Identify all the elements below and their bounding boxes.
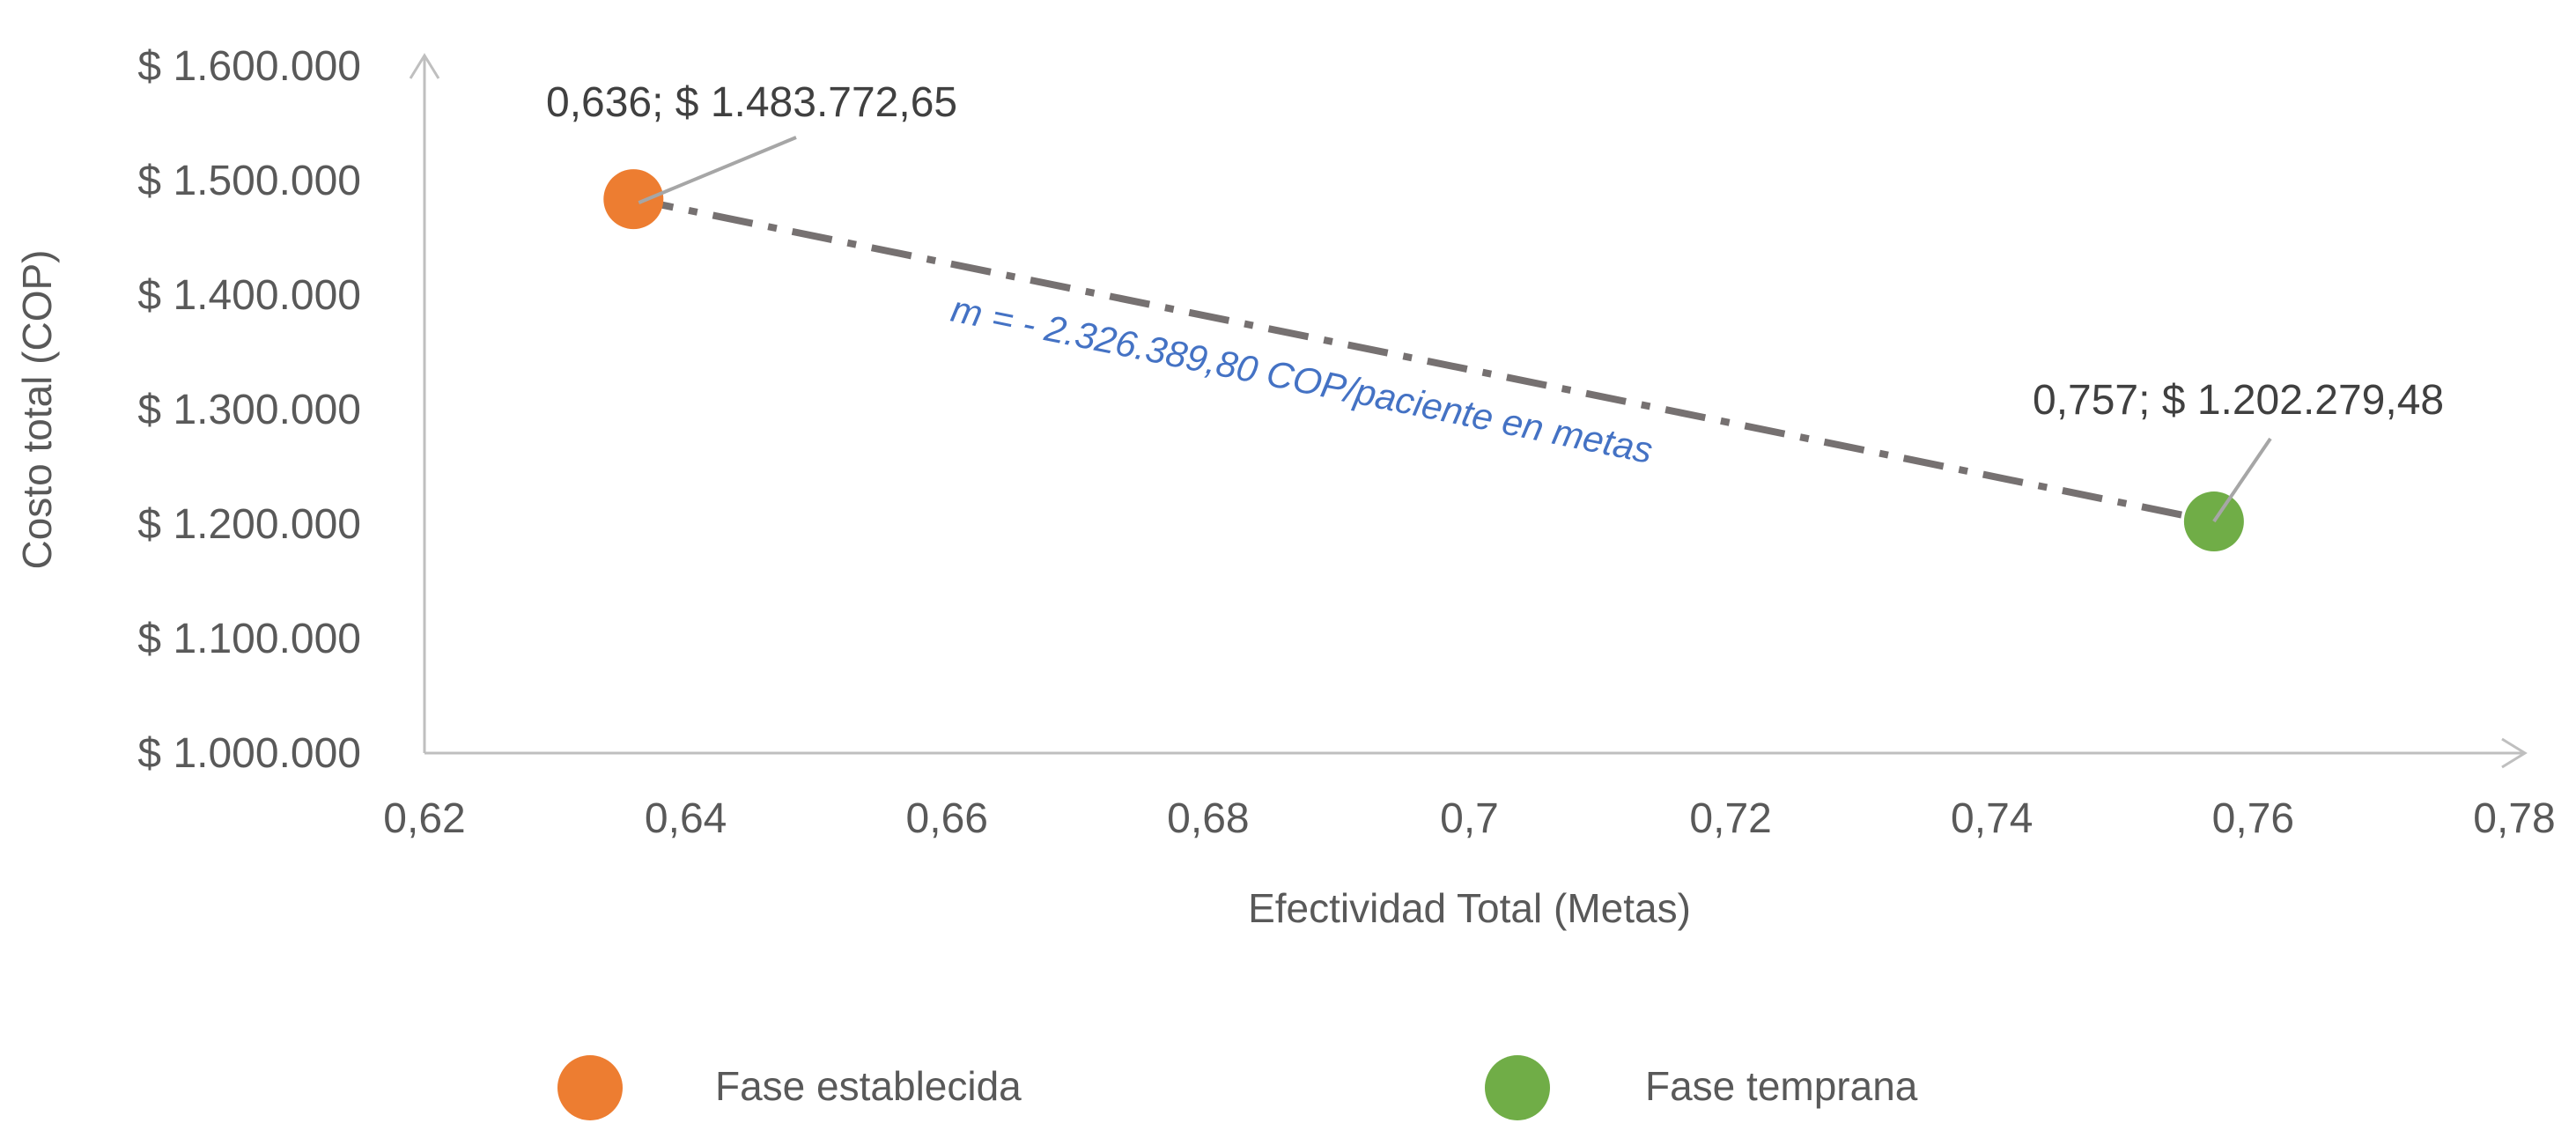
y-tick-label: $ 1.300.000	[137, 387, 361, 433]
legend-label: Fase establecida	[715, 1063, 1022, 1109]
y-tick-label: $ 1.200.000	[137, 501, 361, 548]
x-tick-label: 0,72	[1689, 795, 1771, 842]
leader-line	[2212, 437, 2272, 523]
connector-layer	[632, 196, 2215, 525]
y-tick-label: $ 1.000.000	[137, 730, 361, 777]
x-tick-label: 0,76	[2212, 795, 2294, 842]
y-tick-label: $ 1.600.000	[137, 43, 361, 90]
y-tick-label: $ 1.400.000	[137, 272, 361, 319]
y-axis-arrow	[409, 53, 440, 79]
data-point	[603, 169, 664, 230]
data-label: 0,636; $ 1.483.772,65	[546, 79, 957, 126]
x-axis-title: Efectividad Total (Metas)	[1248, 885, 1691, 931]
connector-line	[632, 196, 2215, 525]
legend-marker	[557, 1055, 623, 1120]
x-tick-label: 0,62	[383, 795, 465, 842]
legend-label: Fase temprana	[1645, 1063, 1918, 1109]
x-tick-label: 0,78	[2473, 795, 2555, 842]
points-layer	[603, 169, 2244, 552]
x-tick-label: 0,7	[1440, 795, 1499, 842]
x-tick-label: 0,68	[1167, 795, 1249, 842]
slope-annotation: m = - 2.326.389,80 COP/paciente en metas	[948, 288, 1656, 471]
data-labels: 0,636; $ 1.483.772,65 0,757; $ 1.202.279,…	[546, 79, 2444, 523]
tick-labels: 0,62 0,64 0,66 0,68 0,7 0,72 0,74 0,76 0,78 $ 1.0…	[137, 43, 2555, 842]
slope-annotation-layer: m = - 2.326.389,80 COP/paciente en metas	[948, 288, 1656, 471]
x-tick-label: 0,74	[1951, 795, 2033, 842]
axes	[409, 53, 2528, 769]
y-axis-title: Costo total (COP)	[14, 250, 60, 570]
leader-line	[638, 136, 797, 204]
x-tick-label: 0,66	[906, 795, 988, 842]
y-tick-label: $ 1.500.000	[137, 158, 361, 204]
y-tick-label: $ 1.100.000	[137, 616, 361, 662]
x-tick-label: 0,64	[645, 795, 727, 842]
legend-marker	[1485, 1055, 1550, 1120]
x-axis-arrow	[2501, 737, 2528, 769]
legend: Fase establecida Fase temprana	[557, 1055, 1918, 1120]
axis-titles: Efectividad Total (Metas) Costo total (CO…	[14, 250, 1691, 932]
data-label: 0,757; $ 1.202.279,48	[2033, 377, 2444, 424]
